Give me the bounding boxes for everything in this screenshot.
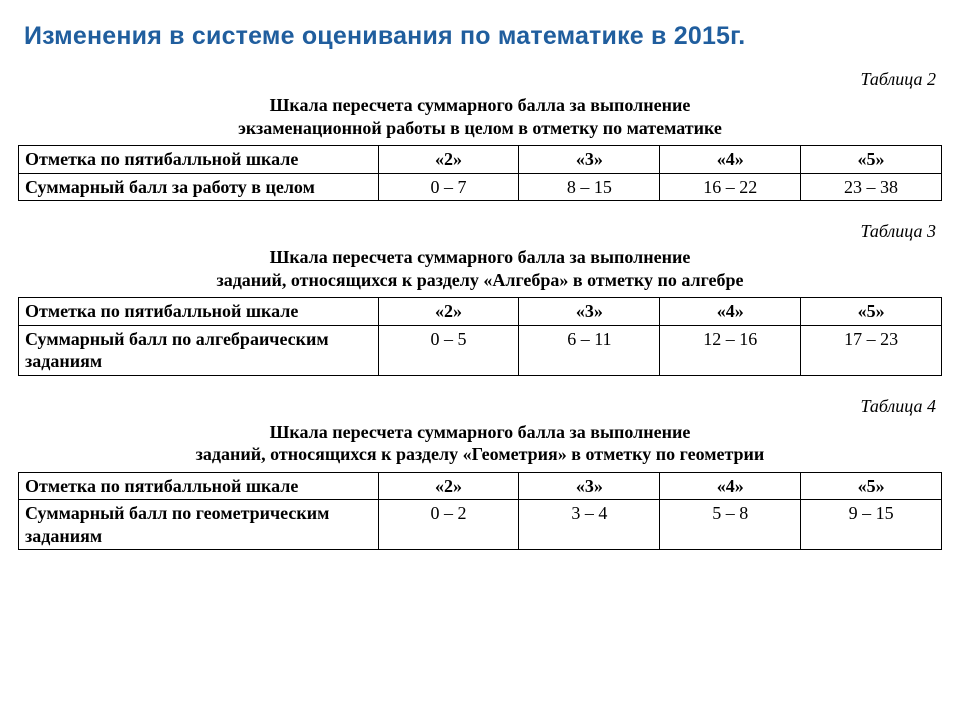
range-cell: 3 – 4 <box>519 500 660 550</box>
range-cell: 0 – 2 <box>378 500 519 550</box>
grade-cell: «3» <box>519 298 660 326</box>
table-row: Суммарный балл по алгебраическим задания… <box>19 325 942 375</box>
scale-table: Отметка по пятибалльной шкале «2» «3» «4… <box>18 297 942 376</box>
table-row: Отметка по пятибалльной шкале «2» «3» «4… <box>19 472 942 500</box>
table-caption: Шкала пересчета суммарного балла за выпо… <box>0 419 960 472</box>
grade-cell: «4» <box>660 146 801 174</box>
range-cell: 16 – 22 <box>660 173 801 201</box>
table-row: Суммарный балл за работу в целом 0 – 7 8… <box>19 173 942 201</box>
page-title: Изменения в системе оценивания по матема… <box>0 0 960 59</box>
table-block-3: Таблица 3 Шкала пересчета суммарного бал… <box>0 215 960 376</box>
grade-cell: «4» <box>660 472 801 500</box>
grade-cell: «3» <box>519 146 660 174</box>
row-label-score: Суммарный балл по алгебраическим задания… <box>19 325 379 375</box>
table-label: Таблица 3 <box>0 215 960 244</box>
range-cell: 0 – 5 <box>378 325 519 375</box>
table-caption: Шкала пересчета суммарного балла за выпо… <box>0 244 960 297</box>
range-cell: 12 – 16 <box>660 325 801 375</box>
caption-line1: Шкала пересчета суммарного балла за выпо… <box>270 422 691 442</box>
caption-line1: Шкала пересчета суммарного балла за выпо… <box>270 95 691 115</box>
table-row: Суммарный балл по геометрическим задания… <box>19 500 942 550</box>
grade-cell: «4» <box>660 298 801 326</box>
caption-line2: экзаменационной работы в целом в отметку… <box>238 118 722 138</box>
caption-line2: заданий, относящихся к разделу «Алгебра»… <box>216 270 743 290</box>
grade-cell: «5» <box>801 472 942 500</box>
grade-cell: «2» <box>378 472 519 500</box>
grade-cell: «2» <box>378 146 519 174</box>
range-cell: 6 – 11 <box>519 325 660 375</box>
table-row: Отметка по пятибалльной шкале «2» «3» «4… <box>19 298 942 326</box>
grade-cell: «3» <box>519 472 660 500</box>
range-cell: 17 – 23 <box>801 325 942 375</box>
scale-table: Отметка по пятибалльной шкале «2» «3» «4… <box>18 472 942 551</box>
row-label-grade: Отметка по пятибалльной шкале <box>19 146 379 174</box>
range-cell: 9 – 15 <box>801 500 942 550</box>
table-row: Отметка по пятибалльной шкале «2» «3» «4… <box>19 146 942 174</box>
grade-cell: «5» <box>801 146 942 174</box>
table-block-2: Таблица 2 Шкала пересчета суммарного бал… <box>0 63 960 201</box>
table-label: Таблица 4 <box>0 390 960 419</box>
row-label-score: Суммарный балл по геометрическим задания… <box>19 500 379 550</box>
row-label-grade: Отметка по пятибалльной шкале <box>19 472 379 500</box>
grade-cell: «5» <box>801 298 942 326</box>
table-label: Таблица 2 <box>0 63 960 92</box>
range-cell: 5 – 8 <box>660 500 801 550</box>
table-caption: Шкала пересчета суммарного балла за выпо… <box>0 92 960 145</box>
scale-table: Отметка по пятибалльной шкале «2» «3» «4… <box>18 145 942 201</box>
caption-line2: заданий, относящихся к разделу «Геометри… <box>196 444 765 464</box>
range-cell: 23 – 38 <box>801 173 942 201</box>
grade-cell: «2» <box>378 298 519 326</box>
table-block-4: Таблица 4 Шкала пересчета суммарного бал… <box>0 390 960 551</box>
row-label-score: Суммарный балл за работу в целом <box>19 173 379 201</box>
range-cell: 0 – 7 <box>378 173 519 201</box>
row-label-grade: Отметка по пятибалльной шкале <box>19 298 379 326</box>
caption-line1: Шкала пересчета суммарного балла за выпо… <box>270 247 691 267</box>
range-cell: 8 – 15 <box>519 173 660 201</box>
